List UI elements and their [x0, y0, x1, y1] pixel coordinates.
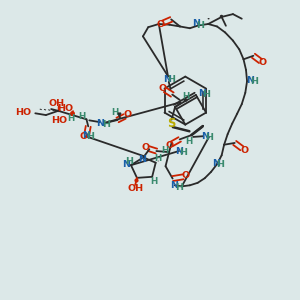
- Text: H: H: [154, 154, 161, 163]
- Text: H: H: [217, 160, 225, 169]
- Text: H: H: [202, 90, 211, 99]
- Text: N: N: [82, 131, 90, 140]
- Text: H: H: [161, 146, 169, 155]
- Text: H: H: [182, 92, 189, 101]
- Text: O: O: [240, 146, 248, 154]
- Text: O: O: [259, 58, 267, 67]
- Text: N: N: [246, 76, 254, 85]
- Text: H: H: [125, 157, 133, 166]
- Text: H: H: [205, 134, 213, 142]
- Text: HO: HO: [15, 108, 31, 117]
- Text: O: O: [157, 20, 165, 29]
- Text: H: H: [185, 137, 192, 146]
- Text: O: O: [80, 132, 88, 141]
- Text: H: H: [179, 148, 187, 157]
- Text: OH: OH: [48, 99, 64, 108]
- Text: HO: HO: [51, 116, 67, 125]
- Text: N: N: [122, 160, 130, 169]
- Text: N: N: [163, 74, 171, 83]
- Text: H: H: [168, 75, 176, 84]
- Text: N: N: [97, 119, 105, 128]
- Text: H: H: [175, 183, 183, 192]
- Text: H: H: [79, 112, 86, 121]
- Text: OH: OH: [127, 184, 143, 193]
- Text: N: N: [198, 89, 206, 98]
- Text: S: S: [167, 117, 175, 130]
- Text: O: O: [159, 84, 167, 93]
- Text: N: N: [138, 155, 146, 164]
- Text: N: N: [212, 159, 220, 168]
- Text: N: N: [201, 132, 209, 141]
- Text: N: N: [175, 146, 183, 155]
- Text: N: N: [192, 20, 200, 28]
- Text: H: H: [150, 176, 158, 185]
- Text: H: H: [86, 132, 94, 141]
- Text: H: H: [102, 120, 110, 129]
- Text: HO: HO: [57, 104, 73, 113]
- Text: O: O: [165, 141, 173, 150]
- Text: O: O: [123, 110, 131, 119]
- Text: O: O: [182, 170, 190, 179]
- Text: H: H: [111, 108, 118, 117]
- Text: N: N: [170, 181, 178, 190]
- Text: H: H: [67, 114, 74, 123]
- Text: H: H: [250, 77, 258, 86]
- Text: H: H: [196, 21, 205, 30]
- Text: O: O: [142, 143, 150, 152]
- Polygon shape: [191, 125, 203, 135]
